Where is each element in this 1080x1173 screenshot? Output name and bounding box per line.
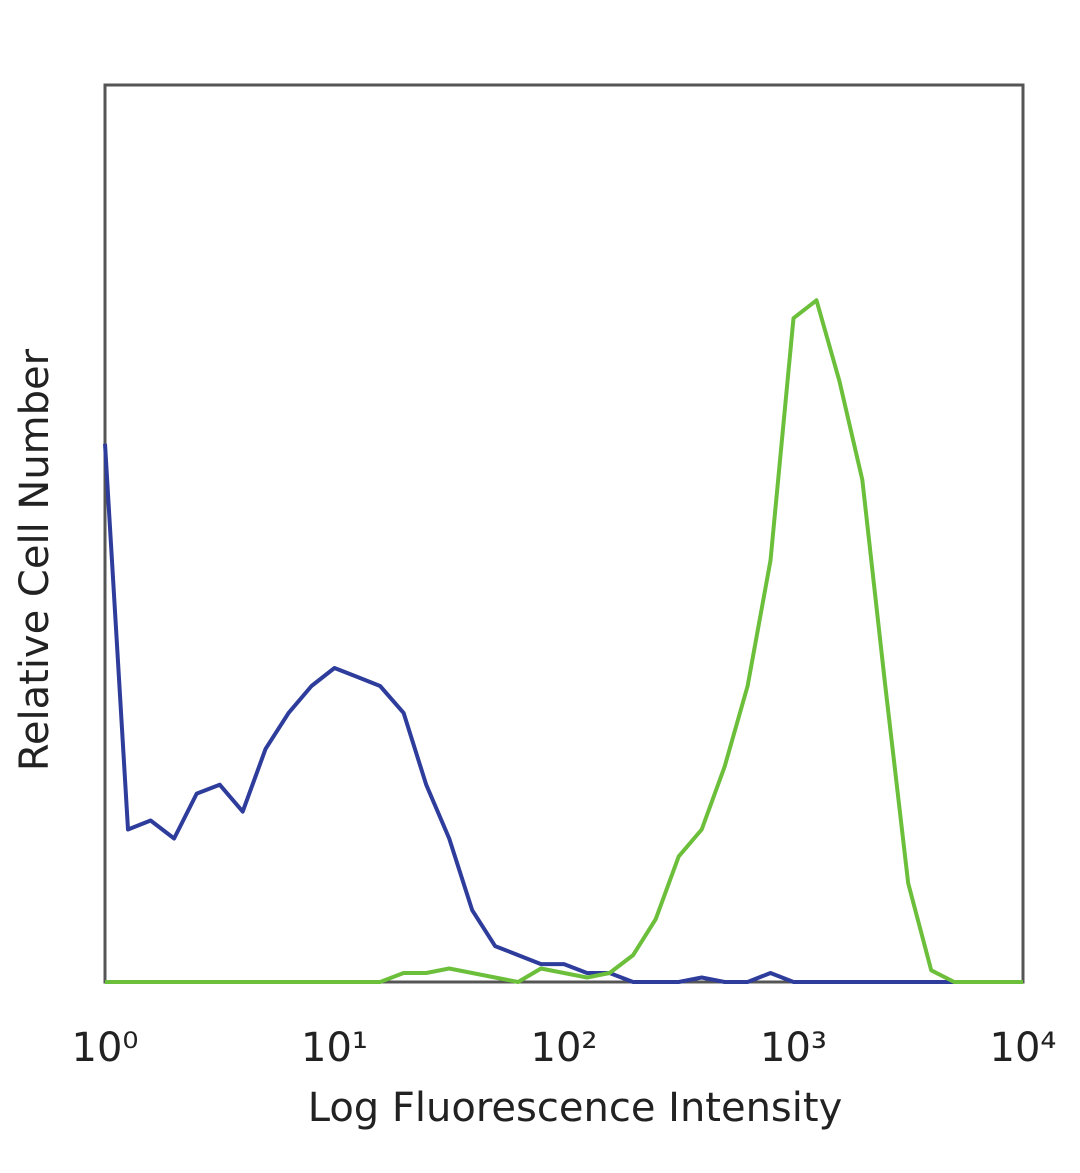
series-line [103,443,1023,984]
x-tick-label: 10³ [760,1025,827,1071]
y-axis-label: Relative Cell Number [12,348,58,771]
x-tick-label: 10⁰ [72,1025,139,1071]
x-axis-label: Log Fluorescence Intensity [308,1085,843,1131]
x-tick-label: 10⁴ [990,1025,1057,1071]
x-tick-label: 10² [531,1025,598,1071]
x-tick-label: 10¹ [301,1025,368,1071]
series-line [105,298,1023,984]
plot-frame [103,83,1025,984]
